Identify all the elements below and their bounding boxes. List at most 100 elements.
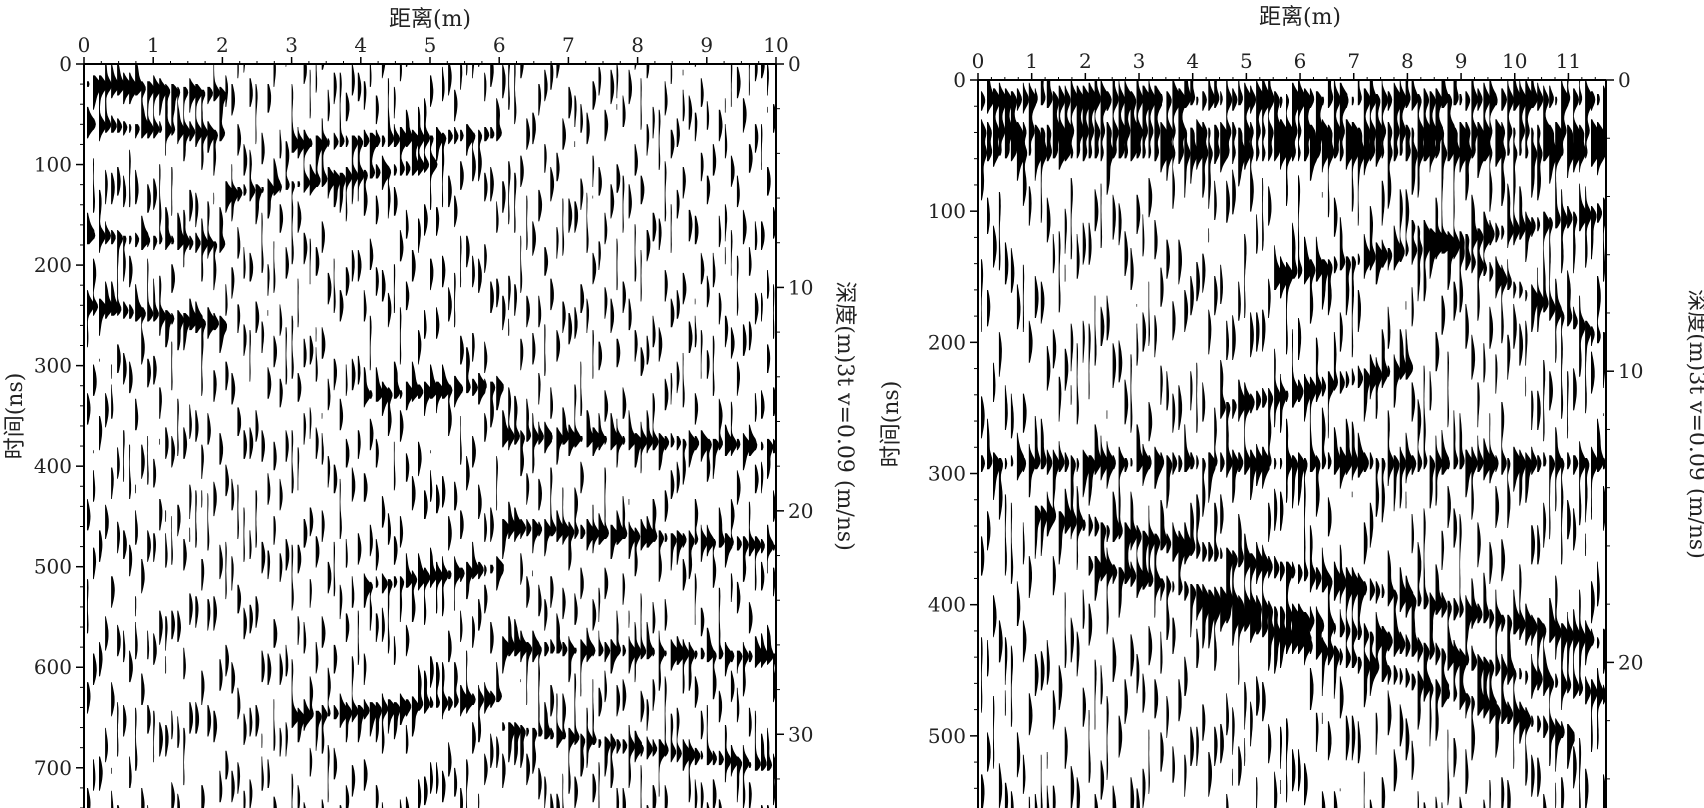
trace-fill [1112,80,1121,808]
trace-fill [544,69,552,808]
trace-fill [411,129,420,737]
trace-fill [1321,96,1330,808]
trace-fill [1573,88,1581,789]
trace-fill [526,118,533,786]
trace-fill [1250,85,1258,747]
trace-fill [357,72,365,743]
y-tick-label: 500 [34,555,72,579]
trace-fill [1429,91,1438,747]
trace-fill [1411,80,1419,780]
trace-fill [448,64,453,777]
x-tick-label: 9 [700,33,713,57]
trace-fill [1064,85,1073,769]
trace-fill [1088,82,1097,783]
x-tick-label: 4 [354,33,367,57]
y2-axis-title: 深度(m)3t v=0.09 (m/ns) [832,281,857,551]
trace-fill [1381,80,1390,808]
trace-fill [1555,96,1563,808]
y-tick-label: 200 [928,330,966,354]
trace-fill [1256,80,1264,808]
x-tick-label: 11 [1556,49,1581,73]
trace-fill [490,64,496,768]
y2-tick-label: 10 [788,275,813,299]
x-tick-label: 1 [1025,49,1038,73]
trace-fill [213,64,220,743]
y2-axis-title: 深度(m)3t v=0.09 (m/ns) [1684,289,1704,559]
trace-fill [1214,80,1221,766]
trace-fill [442,66,450,803]
trace-fill [399,64,408,808]
trace-fill [1453,80,1461,778]
trace-fill [117,64,125,808]
trace-fill [1387,91,1395,736]
trace-fill [460,64,468,808]
trace-fill [1196,96,1204,767]
trace-fill [496,98,504,768]
trace-fill [1190,80,1198,766]
trace-fill [1375,94,1384,755]
trace-fill [1357,80,1366,764]
trace-fill [1124,80,1133,724]
trace-fill [664,81,670,808]
x-tick-label: 2 [216,33,229,57]
trace-fill [478,64,486,808]
trace-fill [628,69,637,788]
trace-fill [694,64,701,808]
trace-fill [742,98,751,808]
trace-fill [243,64,248,808]
trace-fill [1423,88,1432,808]
trace-fill [484,72,492,786]
trace-fill [981,91,988,808]
y2-tick-label: 30 [788,722,813,746]
trace-fill [1399,80,1408,747]
y-tick-label: 100 [928,199,966,223]
x-tick-label: 7 [562,33,575,57]
y-tick-label: 500 [928,724,966,748]
trace-fill [1405,80,1414,761]
trace-fill [1226,80,1234,808]
trace-fill [375,95,384,808]
trace-fill [351,64,359,797]
trace-fill [1274,91,1282,808]
trace-fill [718,109,725,808]
y-tick-label: 0 [59,52,72,76]
trace-fill [1495,96,1503,758]
trace-fill [1345,94,1354,761]
trace-fill [646,64,655,808]
x-tick-label: 2 [1079,49,1092,73]
trace-fill [472,64,480,754]
x-tick-label: 7 [1347,49,1360,73]
trace-fill [424,98,432,806]
trace-fill [321,64,329,808]
x-axis-title: 距离(m) [1259,5,1341,30]
trace-fill [1465,91,1473,794]
trace-fill [1393,82,1402,792]
trace-fill [658,109,667,797]
trace-fill [998,82,1007,808]
trace-fill [183,86,191,786]
trace-fill [1585,80,1593,808]
trace-fill [754,64,763,771]
trace-fill [1184,80,1192,797]
trace-fill [387,78,396,734]
trace-fill [1339,82,1348,792]
trace-fill [1363,88,1372,808]
trace-fill [700,78,709,808]
trace-fill [1471,80,1479,761]
trace-fill [556,64,564,808]
trace-fill [1160,94,1168,772]
trace-fill [1058,85,1067,711]
y2-tick-label: 0 [788,52,801,76]
x-tick-label: 8 [1401,49,1414,73]
trace-fill [333,72,341,780]
y-tick-label: 400 [928,593,966,617]
trace-fill [1100,80,1109,800]
trace-fill [1148,80,1156,794]
trace-fill [568,86,576,794]
y2-tick-label: 20 [1618,650,1643,674]
trace-fill [502,64,510,788]
trace-fill [1118,80,1127,758]
trace-fill [1208,80,1216,797]
trace-fill [309,69,318,777]
y-axis-title: 时间(ns) [3,373,28,460]
